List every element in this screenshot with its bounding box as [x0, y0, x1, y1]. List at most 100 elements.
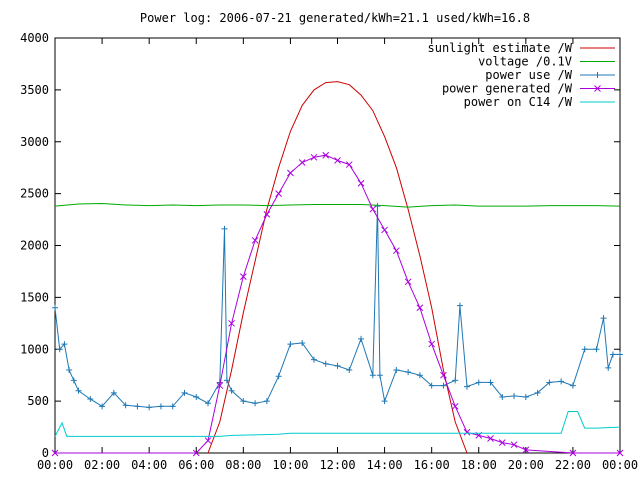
- data-point: [252, 400, 259, 407]
- data-point: [263, 398, 270, 405]
- y-tick-label: 3000: [20, 135, 49, 149]
- x-tick-label: 18:00: [461, 458, 497, 472]
- data-point: [51, 449, 59, 457]
- data-point: [381, 398, 388, 405]
- data-point: [287, 169, 294, 177]
- data-point: [70, 377, 77, 384]
- legend-label: power generated /W: [442, 82, 573, 96]
- data-point: [416, 304, 424, 312]
- series-line-1: [54, 202, 621, 208]
- data-point: [346, 367, 353, 373]
- x-tick-label: 20:00: [508, 458, 544, 472]
- y-tick-label: 2500: [20, 187, 49, 201]
- data-point: [609, 351, 616, 358]
- y-tick-label: 4000: [20, 31, 49, 45]
- data-point: [463, 383, 470, 390]
- data-point: [440, 382, 447, 389]
- data-point: [216, 382, 224, 389]
- x-tick-label: 02:00: [84, 458, 120, 472]
- data-point: [134, 403, 141, 410]
- data-point: [546, 379, 553, 386]
- data-point: [169, 403, 176, 410]
- x-tick-label: 10:00: [272, 458, 308, 472]
- data-point: [510, 441, 518, 449]
- y-tick-label: 2000: [20, 239, 49, 253]
- series-3: [51, 151, 624, 457]
- data-point: [357, 179, 365, 187]
- series-layer: [51, 81, 624, 457]
- data-point: [192, 449, 200, 457]
- chart-title: Power log: 2006-07-21 generated/kWh=21.1…: [140, 11, 530, 25]
- legend-label: sunlight estimate /W: [428, 41, 573, 55]
- data-point: [275, 190, 282, 197]
- data-point: [522, 446, 530, 454]
- data-point: [558, 378, 565, 385]
- data-point: [298, 159, 306, 166]
- data-point: [511, 392, 518, 399]
- data-point: [239, 273, 247, 280]
- data-point: [221, 225, 228, 232]
- x-tick-label: 06:00: [178, 458, 214, 472]
- data-point: [475, 379, 482, 386]
- y-tick-label: 3500: [20, 83, 49, 97]
- data-point: [534, 389, 541, 396]
- series-1: [54, 202, 621, 208]
- data-point: [593, 346, 600, 353]
- legend-marker: [594, 85, 601, 92]
- x-tick-label: 04:00: [131, 458, 167, 472]
- data-point: [600, 315, 607, 322]
- data-point: [322, 151, 330, 159]
- data-point: [569, 382, 576, 389]
- data-point: [405, 369, 412, 376]
- y-tick-label: 1000: [20, 342, 49, 356]
- data-point: [251, 236, 259, 244]
- series-line-2: [54, 206, 620, 408]
- data-point: [299, 340, 306, 347]
- data-point: [193, 393, 200, 400]
- x-tick-label: 14:00: [367, 458, 403, 472]
- data-point: [463, 428, 471, 436]
- data-point: [334, 157, 341, 164]
- data-point: [228, 387, 235, 394]
- data-point: [110, 389, 117, 396]
- data-point: [522, 393, 529, 400]
- y-tick-label: 1500: [20, 290, 49, 304]
- x-tick-label: 22:00: [555, 458, 591, 472]
- series-4: [54, 411, 621, 437]
- data-point: [146, 404, 153, 411]
- data-point: [310, 153, 318, 161]
- series-line-3: [55, 154, 620, 454]
- data-point: [334, 362, 341, 369]
- data-point: [369, 205, 377, 213]
- data-point: [205, 400, 212, 407]
- data-point: [287, 341, 294, 348]
- data-point: [605, 364, 612, 371]
- legend-label: voltage /0.1V: [478, 55, 572, 69]
- x-tick-label: 00:00: [602, 458, 638, 472]
- data-point: [322, 360, 329, 367]
- data-point: [616, 449, 624, 457]
- x-tick-label: 00:00: [37, 458, 73, 472]
- data-point: [263, 211, 271, 218]
- data-point: [499, 393, 506, 400]
- data-point: [569, 449, 577, 457]
- x-tick-label: 16:00: [414, 458, 450, 472]
- data-point: [381, 226, 388, 234]
- series-line-4: [54, 411, 621, 437]
- y-tick-label: 0: [42, 446, 49, 460]
- y-tick-label: 500: [27, 394, 49, 408]
- axes: 0 500 1000 1500 2000 2500 3000 3500 4000 00:00 02:…: [20, 31, 638, 472]
- legend-marker: [594, 72, 601, 78]
- legend-label: power use /W: [485, 68, 572, 82]
- legend-label: power on C14 /W: [464, 95, 573, 109]
- data-point: [416, 372, 423, 379]
- data-point: [393, 367, 400, 373]
- data-point: [223, 377, 230, 384]
- data-point: [376, 372, 383, 379]
- series-0: [207, 81, 468, 454]
- data-point: [240, 398, 247, 405]
- data-point: [122, 402, 129, 409]
- data-point: [498, 439, 506, 446]
